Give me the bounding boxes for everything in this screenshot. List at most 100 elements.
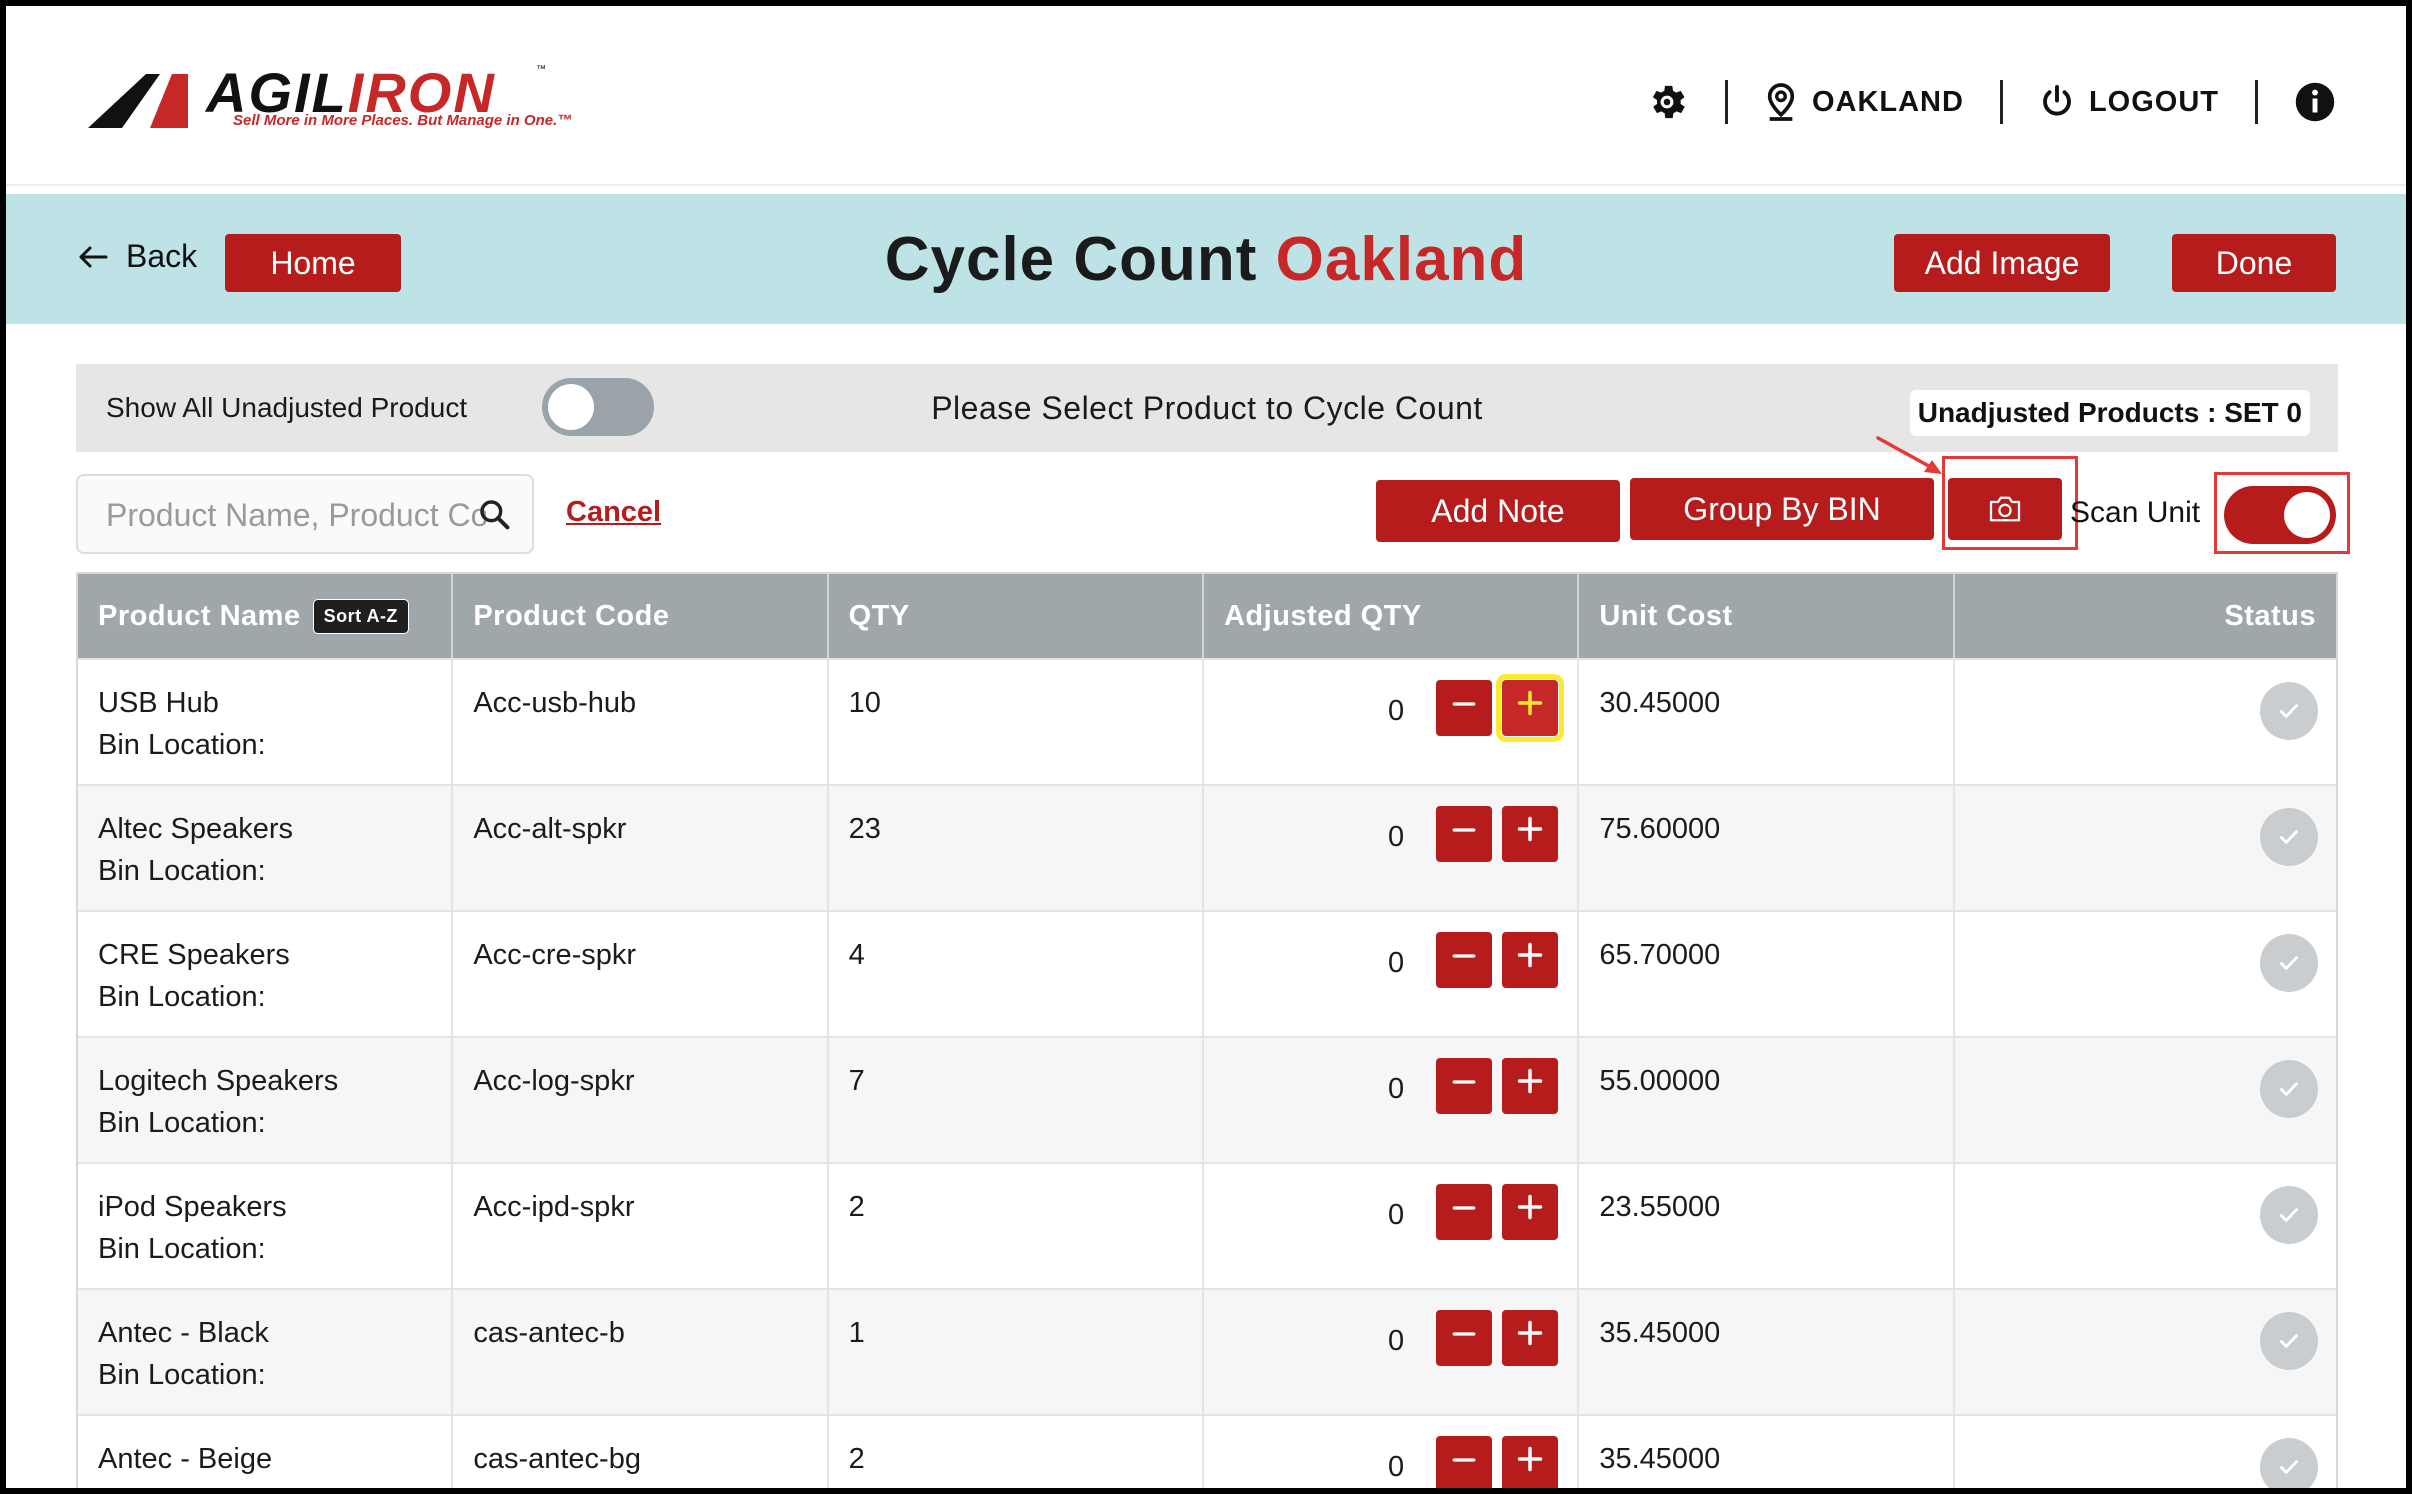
increment-button[interactable] [1501, 932, 1558, 988]
cell-unit-cost: 75.60000 [1579, 786, 1955, 910]
unadjusted-count-badge: Unadjusted Products : SET 0 [1909, 390, 2310, 436]
status-check-icon[interactable] [2259, 808, 2318, 866]
adjusted-qty-value: 0 [1387, 947, 1405, 979]
cell-qty: 23 [829, 786, 1204, 910]
status-check-icon[interactable] [2259, 1060, 2318, 1118]
sort-az-button[interactable]: Sort A-Z [312, 598, 409, 634]
table-body: USB Hub Bin Location: Acc-usb-hub 10 0 30.450… [78, 658, 2336, 1488]
cell-product-name: CRE Speakers Bin Location: [78, 912, 454, 1036]
increment-button[interactable] [1495, 674, 1564, 742]
info-icon[interactable] [2294, 81, 2336, 123]
agiliron-logo[interactable]: AGILIRON ™ Sell More in More Places. But… [88, 61, 572, 144]
camera-scan-button[interactable] [1948, 478, 2062, 540]
adjusted-qty-value: 0 [1387, 821, 1405, 853]
logo-tagline: Sell More in More Places. But Manage in … [233, 112, 573, 129]
filter-bar: Show All Unadjusted Product Please Selec… [76, 364, 2338, 452]
bin-location-label: Bin Location: [98, 981, 266, 1013]
status-check-icon[interactable] [2259, 934, 2318, 992]
decrement-button[interactable] [1435, 680, 1492, 736]
table-row[interactable]: Antec - Black Bin Location: cas-antec-b 1 0 3… [78, 1288, 2336, 1414]
done-button[interactable]: Done [2172, 234, 2336, 292]
minus-icon [1451, 1191, 1477, 1233]
cell-status [1955, 912, 2336, 1036]
status-check-icon[interactable] [2259, 1438, 2318, 1488]
table-row[interactable]: CRE Speakers Bin Location: Acc-cre-spkr 4 0 6… [78, 910, 2336, 1036]
adjusted-qty-value: 0 [1387, 695, 1405, 727]
cell-qty: 2 [829, 1416, 1204, 1488]
cell-qty: 1 [829, 1290, 1204, 1414]
adjusted-qty-value: 0 [1387, 1199, 1405, 1231]
product-table: Product Name Sort A-Z Product Code QTY A… [76, 572, 2338, 1488]
cell-product-code: cas-antec-bg [453, 1416, 829, 1488]
plus-icon [1516, 1065, 1544, 1107]
decrement-button[interactable] [1435, 932, 1492, 988]
table-row[interactable]: Altec Speakers Bin Location: Acc-alt-spkr 2… [78, 784, 2336, 910]
divider [2255, 80, 2258, 124]
group-by-bin-button[interactable]: Group By BIN [1630, 478, 1934, 540]
search-icon[interactable] [478, 498, 510, 535]
status-check-icon[interactable] [2259, 1312, 2318, 1370]
scan-unit-toggle[interactable] [2224, 486, 2336, 544]
show-all-toggle[interactable] [542, 378, 654, 436]
increment-button[interactable] [1501, 1310, 1558, 1366]
adjusted-qty-value: 0 [1387, 1325, 1405, 1357]
scan-toggle-highlight-box [2214, 472, 2350, 554]
column-header-adjusted-qty: Adjusted QTY [1204, 574, 1580, 658]
decrement-button[interactable] [1435, 1184, 1492, 1240]
column-header-label: Product Name [98, 599, 301, 632]
location-selector[interactable]: OAKLAND [1764, 82, 1964, 122]
bin-location-label: Bin Location: [98, 1480, 451, 1488]
cell-product-name: iPod Speakers Bin Location: [78, 1164, 454, 1288]
search-input[interactable] [106, 494, 486, 536]
minus-icon [1451, 687, 1477, 729]
increment-button[interactable] [1501, 1058, 1558, 1114]
column-header-product-name[interactable]: Product Name Sort A-Z [78, 574, 454, 658]
page-header: Back Home Cycle Count Oakland Add Image … [6, 194, 2406, 324]
add-note-button[interactable]: Add Note [1376, 480, 1620, 542]
top-actions: OAKLAND LOGOUT [1645, 74, 2336, 130]
logout-button[interactable]: LOGOUT [2039, 84, 2219, 120]
cell-adjusted-qty: 0 [1204, 1416, 1580, 1488]
increment-button[interactable] [1501, 1436, 1558, 1488]
product-name: Antec - Black [98, 1317, 269, 1349]
table-row[interactable]: iPod Speakers Bin Location: Acc-ipd-spkr 2 0… [78, 1162, 2336, 1288]
cell-qty: 10 [829, 660, 1204, 784]
decrement-button[interactable] [1435, 1310, 1492, 1366]
cell-adjusted-qty: 0 [1204, 912, 1580, 1036]
cell-status [1955, 1290, 2336, 1414]
status-check-icon[interactable] [2259, 1186, 2318, 1244]
cell-product-code: Acc-cre-spkr [453, 912, 829, 1036]
home-button[interactable]: Home [225, 234, 401, 292]
minus-icon [1451, 813, 1477, 855]
cell-qty: 4 [829, 912, 1204, 1036]
decrement-button[interactable] [1435, 806, 1492, 862]
product-name: Altec Speakers [98, 813, 294, 845]
cell-product-code: Acc-ipd-spkr [453, 1164, 829, 1288]
gear-icon[interactable] [1645, 80, 1689, 124]
add-image-button[interactable]: Add Image [1894, 234, 2110, 292]
column-header-qty: QTY [829, 574, 1204, 658]
cell-qty: 2 [829, 1164, 1204, 1288]
bin-location-label: Bin Location: [98, 1107, 266, 1139]
cell-product-name: Altec Speakers Bin Location: [78, 786, 454, 910]
cancel-link[interactable]: Cancel [566, 496, 662, 528]
cell-adjusted-qty: 0 [1204, 1290, 1580, 1414]
status-check-icon[interactable] [2259, 682, 2318, 740]
top-bar: AGILIRON ™ Sell More in More Places. But… [6, 6, 2406, 186]
table-row[interactable]: Antec - Beige Bin Location:cas-antec-bg2 0… [78, 1414, 2336, 1488]
decrement-button[interactable] [1435, 1436, 1492, 1488]
cell-status [1955, 1416, 2336, 1488]
back-button[interactable]: Back [78, 238, 197, 275]
decrement-button[interactable] [1435, 1058, 1492, 1114]
table-row[interactable]: Logitech Speakers Bin Location: Acc-log-sp… [78, 1036, 2336, 1162]
cell-unit-cost: 35.45000 [1579, 1416, 1955, 1488]
cell-product-name: USB Hub Bin Location: [78, 660, 454, 784]
minus-icon [1451, 939, 1477, 981]
cell-product-code: Acc-alt-spkr [453, 786, 829, 910]
cell-product-code: Acc-log-spkr [453, 1038, 829, 1162]
increment-button[interactable] [1501, 1184, 1558, 1240]
table-row[interactable]: USB Hub Bin Location: Acc-usb-hub 10 0 30.450… [78, 658, 2336, 784]
page-title-main: Cycle Count [884, 225, 1258, 294]
cell-product-name: Antec - Beige Bin Location: [78, 1416, 454, 1488]
increment-button[interactable] [1501, 806, 1558, 862]
